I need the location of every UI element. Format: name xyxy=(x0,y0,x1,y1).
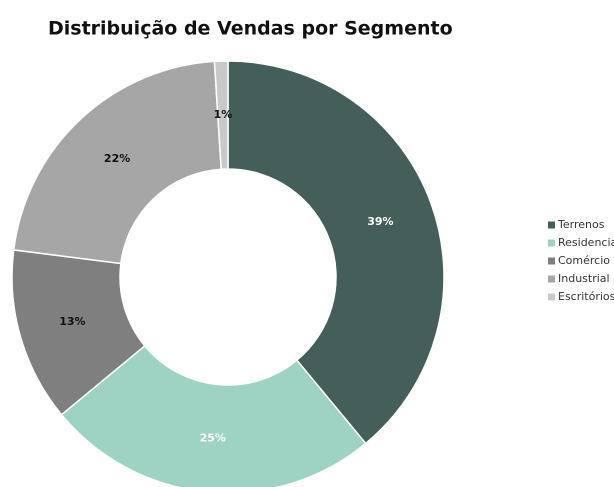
donut-slice xyxy=(227,60,445,445)
legend-swatch xyxy=(548,221,555,229)
data-label: 13% xyxy=(59,315,85,328)
legend-swatch xyxy=(548,293,555,301)
legend-swatch xyxy=(548,239,555,247)
data-label: 39% xyxy=(367,215,393,228)
legend-label: Escritórios xyxy=(558,290,614,303)
legend-label: Residencial xyxy=(558,236,614,249)
data-label: 22% xyxy=(104,152,130,165)
data-label: 1% xyxy=(214,108,233,121)
legend-swatch xyxy=(548,257,555,265)
legend-swatch xyxy=(548,275,555,283)
chart-title: Distribuição de Vendas por Segmento xyxy=(48,18,453,40)
legend-label: Industrial xyxy=(558,272,610,285)
donut-slice xyxy=(213,60,229,171)
legend-label: Comércio xyxy=(558,254,610,267)
legend-label: Terrenos xyxy=(557,218,605,231)
data-label: 25% xyxy=(200,431,226,444)
donut-slice xyxy=(12,60,223,265)
